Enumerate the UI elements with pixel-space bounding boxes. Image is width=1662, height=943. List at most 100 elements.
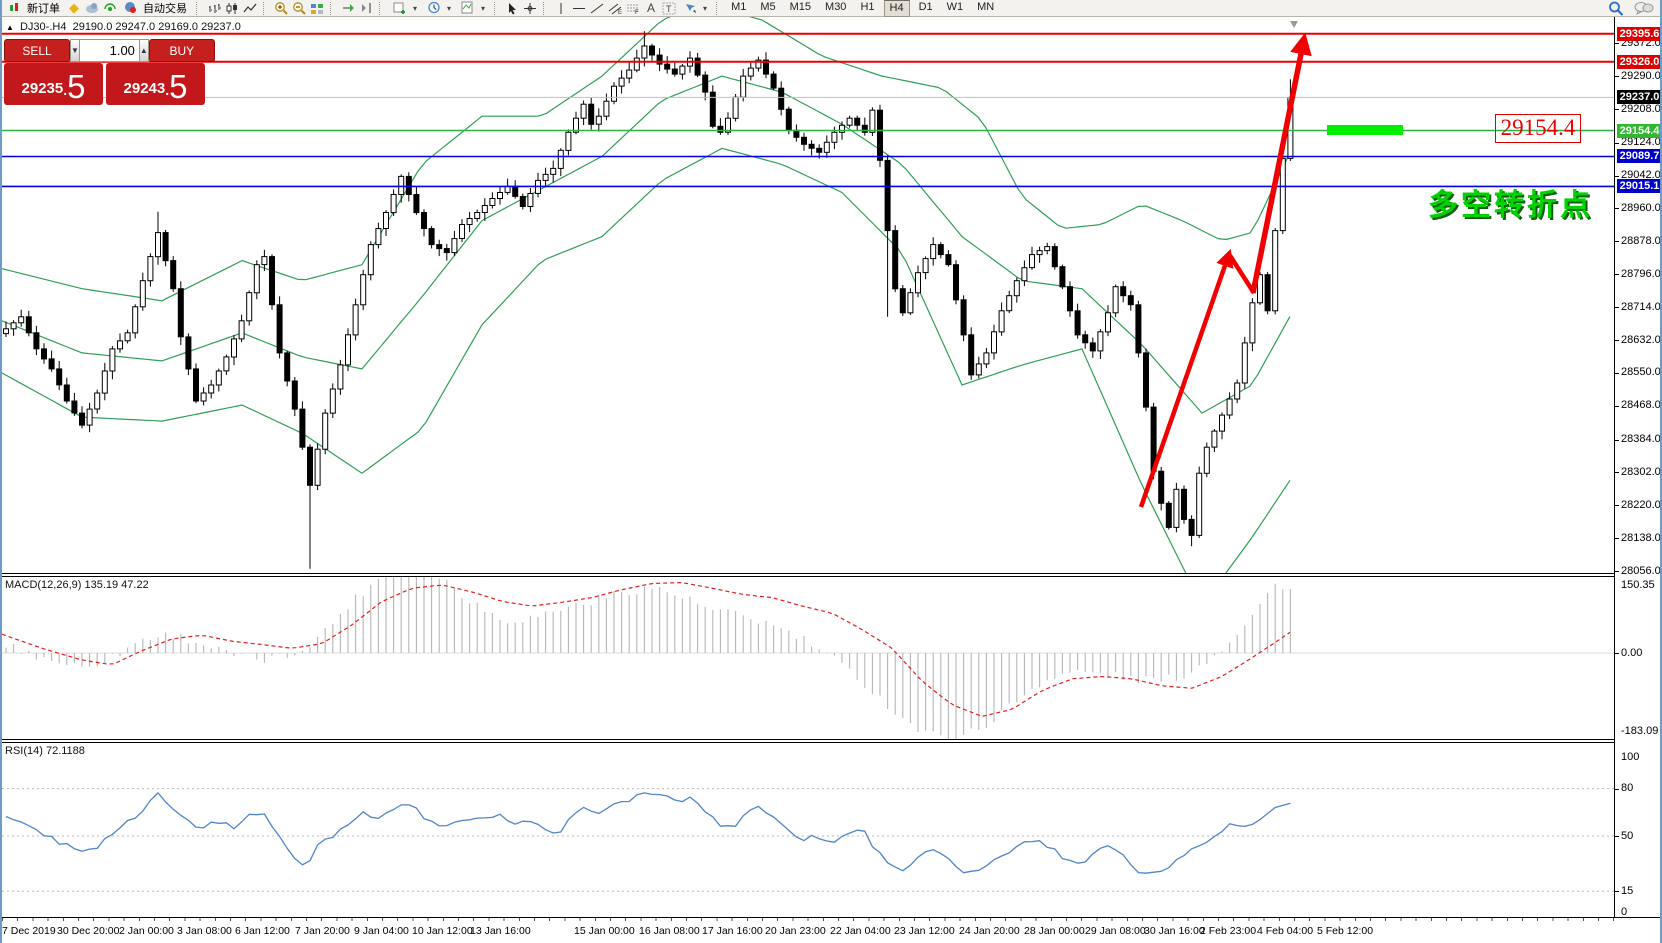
candle-bodies — [3, 45, 1294, 536]
templates-button[interactable]: ▾ — [457, 1, 489, 16]
price-tick-mark — [1615, 109, 1619, 111]
price-tick-label: 28632.0 — [1621, 333, 1661, 346]
text-tool-icon[interactable]: A — [647, 1, 656, 15]
time-label: 28 Jan 00:00 — [1024, 925, 1085, 937]
macd-values: 135.19 47.22 — [84, 579, 149, 591]
sell-button[interactable]: SELL — [4, 39, 70, 62]
price-tick-mark — [1615, 472, 1619, 474]
price-tick-label: 28302.0 — [1621, 465, 1661, 478]
price-tick-mark — [1615, 241, 1619, 243]
timeframe-button-m1[interactable]: M1 — [731, 0, 747, 13]
rsi-scale-100: 100 — [1621, 750, 1640, 763]
trend-arrow-1 — [1227, 252, 1256, 295]
timeframe-button-m15[interactable]: M15 — [789, 0, 812, 13]
time-axis[interactable]: 7 Dec 2019 30 Dec 20:00 2 Jan 00:00 3 Jan 0… — [2, 917, 1660, 943]
price-tick-mark — [1615, 571, 1619, 573]
price-tick-mark — [1615, 43, 1619, 45]
tile-windows-icon[interactable] — [309, 1, 325, 16]
symbol-name: DJ30-.H4 — [19, 21, 67, 33]
svg-text:T: T — [666, 4, 672, 14]
timeframe-button-mn[interactable]: MN — [977, 0, 995, 13]
price-tick-mark — [1615, 142, 1619, 144]
bar-chart-icon[interactable] — [206, 1, 222, 16]
fibonacci-tool-icon[interactable]: F — [625, 1, 641, 16]
template-icon — [461, 1, 473, 13]
timeframe-button-h4[interactable]: H4 — [883, 0, 910, 17]
time-label: 13 Jan 16:00 — [470, 925, 531, 937]
price-tick-label: 28056.0 — [1621, 564, 1661, 577]
time-label: 23 Jan 12:00 — [894, 925, 955, 937]
timeframe-button-w1[interactable]: W1 — [946, 0, 964, 13]
new-order-button[interactable]: 新订单 — [4, 1, 64, 16]
crosshair-icon[interactable] — [522, 1, 538, 16]
trend-arrow-2 — [1250, 32, 1312, 294]
price-tick-label: 28714.0 — [1621, 300, 1661, 313]
periods-button[interactable]: ▾ — [423, 1, 455, 16]
line-chart-icon[interactable] — [242, 1, 258, 16]
signals-icon[interactable] — [102, 1, 118, 16]
search-icon[interactable] — [1608, 1, 1624, 16]
auto-scroll-icon[interactable] — [340, 1, 356, 16]
zoom-in-icon[interactable] — [273, 1, 289, 16]
volume-decrease-button[interactable]: ▼ — [70, 39, 80, 62]
mql5-community-icon[interactable] — [84, 1, 100, 16]
timeframe-button-d1[interactable]: D1 — [918, 0, 933, 13]
time-label: 3 Jan 08:00 — [177, 925, 232, 937]
trendline-tool-icon[interactable] — [589, 1, 605, 16]
time-axis-ticks — [2, 918, 1614, 921]
chat-icon[interactable] — [1634, 1, 1654, 16]
main-chart-pane[interactable]: ▲ DJ30-.H4 29190.0 29247.0 29169.0 29237… — [2, 17, 1614, 573]
main-toolbar: 新订单 ◆ 自动交易 — [2, 0, 1660, 17]
indicators-icon — [393, 2, 405, 14]
timeframe-button-h1[interactable]: H1 — [860, 0, 875, 13]
close-value: 29237.0 — [201, 21, 241, 33]
price-tick-mark — [1615, 274, 1619, 276]
svg-text:F: F — [635, 10, 639, 15]
autotrading-button[interactable]: 自动交易 — [120, 1, 191, 16]
candlestick-chart-icon[interactable] — [224, 1, 240, 16]
price-tag-29326.0: 29326.0 — [1617, 54, 1660, 69]
rsi-value: 72.1188 — [45, 745, 85, 757]
macd-pane[interactable]: MACD(12,26,9) 135.19 47.22 — [2, 577, 1614, 739]
timeframe-button-m5[interactable]: M5 — [760, 0, 776, 13]
pane-divider[interactable] — [2, 573, 1660, 577]
toolbar-separator — [716, 1, 721, 15]
volume-increase-button[interactable]: ▲ — [138, 39, 149, 62]
price-tag-29154.4: 29154.4 — [1617, 123, 1660, 138]
market-icon[interactable]: ◆ — [69, 0, 79, 15]
cursor-icon[interactable] — [504, 1, 520, 16]
time-label: 22 Jan 04:00 — [830, 925, 891, 937]
text-label-tool-icon[interactable]: T — [661, 1, 677, 16]
sell-price-display[interactable]: 29235. 5 — [4, 63, 103, 105]
arrows-tool-button[interactable]: ▾ — [679, 1, 711, 16]
rsi-tick-mark — [1615, 836, 1619, 837]
price-tick-label: 28220.0 — [1621, 498, 1661, 511]
pane-divider[interactable] — [2, 739, 1660, 743]
price-tick-label: 29124.0 — [1621, 136, 1661, 149]
new-order-icon — [10, 2, 18, 11]
buy-button[interactable]: BUY — [148, 39, 215, 62]
price-tick-label: 28878.0 — [1621, 234, 1661, 247]
time-label: 10 Jan 12:00 — [412, 925, 473, 937]
toolbar-separator — [196, 1, 201, 15]
autotrading-label: 自动交易 — [143, 3, 187, 15]
rsi-pane[interactable]: RSI(14) 72.1188 — [2, 743, 1614, 917]
volume-input[interactable] — [79, 39, 139, 62]
chart-shift-icon[interactable] — [358, 1, 374, 16]
price-tick-label: 28960.0 — [1621, 201, 1661, 214]
channel-tool-icon[interactable]: E — [607, 1, 623, 16]
chart-shift-marker — [1290, 21, 1298, 28]
timeframe-button-m30[interactable]: M30 — [825, 0, 847, 13]
vertical-line-tool-icon[interactable] — [553, 1, 569, 16]
zoom-out-icon[interactable] — [291, 1, 307, 16]
buy-price-display[interactable]: 29243. 5 — [106, 63, 205, 105]
horizontal-line-tool-icon[interactable] — [571, 1, 587, 16]
time-label: 2 Jan 00:00 — [119, 925, 174, 937]
price-tick-mark — [1615, 307, 1619, 309]
price-tick-mark — [1615, 208, 1619, 210]
price-tick-mark — [1615, 340, 1619, 342]
price-axis[interactable]: 29372.0 29290.0 29208.0 29124.0 29042.0 28960… — [1614, 17, 1661, 918]
indicators-button[interactable]: ▾ — [389, 1, 421, 16]
macd-label: MACD(12,26,9) 135.19 47.22 — [5, 579, 149, 591]
rsi-label: RSI(14) 72.1188 — [5, 745, 85, 757]
